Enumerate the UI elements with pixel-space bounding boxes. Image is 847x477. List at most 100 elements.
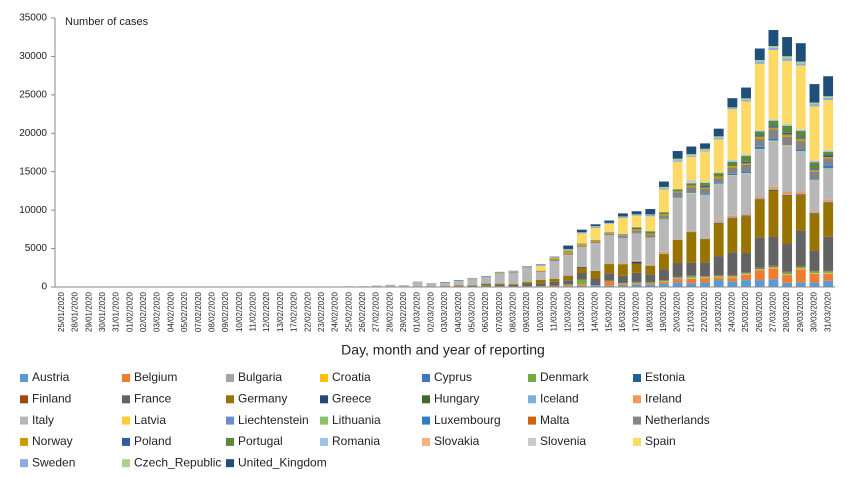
x-tick-label: 10/03/2020 [536, 291, 545, 332]
bar-segment [659, 189, 669, 212]
bar-segment [823, 76, 834, 97]
bar-segment [576, 244, 587, 246]
bar-segment [604, 233, 615, 236]
bar-segment [576, 284, 587, 286]
bar-segment [590, 285, 601, 287]
legend-label: Malta [540, 413, 570, 427]
x-tick-label: 07/02/2020 [194, 291, 203, 332]
bar-segment [604, 220, 615, 223]
bar-segment [590, 242, 601, 244]
bar-segment [782, 125, 793, 133]
bar-segment [631, 284, 642, 287]
bar-segment [659, 188, 669, 190]
bar-segment [522, 267, 533, 269]
bar-segment [563, 245, 574, 250]
bar-segment [700, 282, 710, 287]
bar-segment [754, 146, 765, 150]
x-tick-label: 03/03/2020 [440, 291, 449, 332]
bar-segment [508, 284, 519, 285]
bar-segment [768, 127, 779, 130]
bar-segment [631, 233, 642, 261]
bar-segment [823, 273, 834, 281]
bar-segment [590, 243, 601, 271]
x-tick-label: 30/03/2020 [810, 291, 819, 332]
bar-segment [412, 282, 423, 287]
bar-segment [741, 214, 751, 216]
bar-segment [700, 151, 710, 182]
x-tick-label: 10/02/2020 [235, 291, 244, 332]
legend-label: Liechtenstein [238, 413, 309, 427]
bar-segment [686, 193, 697, 231]
bar-segment [700, 181, 710, 183]
bar-segment [795, 191, 806, 194]
bar-segment [768, 46, 779, 48]
bar-segment [823, 168, 834, 200]
bar-segment [631, 229, 642, 231]
legend-label: Czech_Republic [134, 455, 221, 469]
bar-segment [782, 37, 793, 57]
bar-segment [617, 284, 628, 286]
bar-segment [782, 146, 793, 193]
bar-segment [700, 276, 710, 278]
bar-segment [741, 274, 751, 275]
bar-segment [590, 226, 601, 227]
bar-segment [823, 96, 834, 98]
bar-segment [672, 277, 683, 279]
bar-segment [672, 238, 683, 240]
bar-segment [713, 256, 724, 276]
legend-label: Greece [332, 391, 372, 405]
bar-segment [631, 272, 642, 282]
legend-swatch [122, 459, 130, 468]
bar-segment [522, 268, 533, 283]
bar-segment [741, 213, 751, 215]
bar-segment [508, 272, 519, 285]
bar-segment [686, 230, 697, 232]
bar-segment [576, 245, 587, 247]
bar-segment [686, 278, 697, 284]
x-tick-label: 16/03/2020 [618, 291, 627, 332]
bar-segment [686, 232, 697, 263]
bar-segment [631, 227, 642, 229]
bar-segment [768, 138, 779, 141]
bar-segment [809, 282, 820, 287]
bar-segment [809, 102, 820, 105]
bar-segment [686, 179, 697, 183]
bar-segment [467, 279, 478, 286]
bar-segment [645, 214, 656, 217]
x-tick-label: 12/03/2020 [563, 291, 572, 332]
bar-segment [727, 277, 738, 282]
bar-segment [645, 216, 656, 231]
bar-segment [617, 217, 628, 234]
bar-segment [645, 233, 656, 235]
bar-segment [590, 227, 601, 240]
x-tick-label: 27/02/2020 [372, 291, 381, 332]
bar-segment [700, 188, 710, 194]
bar-segment [782, 195, 793, 196]
x-tick-label: 25/03/2020 [741, 291, 750, 332]
x-tick-label: 12/02/2020 [262, 291, 271, 332]
bar-segment [659, 253, 669, 254]
bar-segment [617, 263, 628, 264]
bar-segment [782, 123, 793, 125]
legend-label: Slovakia [434, 434, 480, 448]
bar-segment [453, 285, 464, 287]
bar-segment [768, 29, 779, 47]
bar-segment [741, 87, 751, 99]
bar-segment [727, 281, 738, 287]
bar-segment [782, 124, 793, 126]
bar-segment [795, 138, 806, 142]
bar-segment [768, 49, 779, 120]
bar-segment [809, 169, 820, 172]
bar-segment [590, 278, 601, 286]
bar-segment [672, 158, 683, 161]
bar-segment [631, 282, 642, 284]
legend-swatch [528, 395, 536, 404]
legend-swatch [528, 416, 536, 425]
x-tick-label: 29/01/2020 [84, 291, 93, 332]
bar-segment [823, 97, 834, 101]
bar-segment [604, 264, 615, 274]
x-tick-label: 13/03/2020 [577, 291, 586, 332]
bar-segment [700, 143, 710, 149]
bar-segment [659, 254, 669, 270]
